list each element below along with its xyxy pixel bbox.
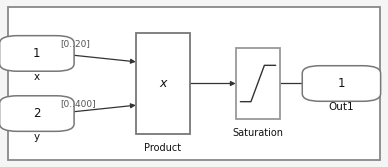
Bar: [136, 33, 190, 134]
Text: 1: 1: [338, 77, 345, 90]
Text: [0..400]: [0..400]: [60, 99, 96, 108]
Text: x: x: [34, 72, 40, 82]
Text: x: x: [159, 77, 167, 90]
FancyBboxPatch shape: [8, 7, 380, 160]
FancyBboxPatch shape: [0, 96, 74, 131]
Text: [0..20]: [0..20]: [60, 39, 90, 48]
Text: Saturation: Saturation: [232, 128, 284, 138]
Text: y: y: [34, 132, 40, 142]
Text: 2: 2: [33, 107, 41, 120]
FancyBboxPatch shape: [0, 36, 74, 71]
FancyBboxPatch shape: [302, 66, 381, 101]
Bar: [236, 48, 280, 119]
Text: Product: Product: [144, 143, 182, 153]
Text: 1: 1: [33, 47, 41, 60]
Text: Out1: Out1: [329, 102, 354, 112]
